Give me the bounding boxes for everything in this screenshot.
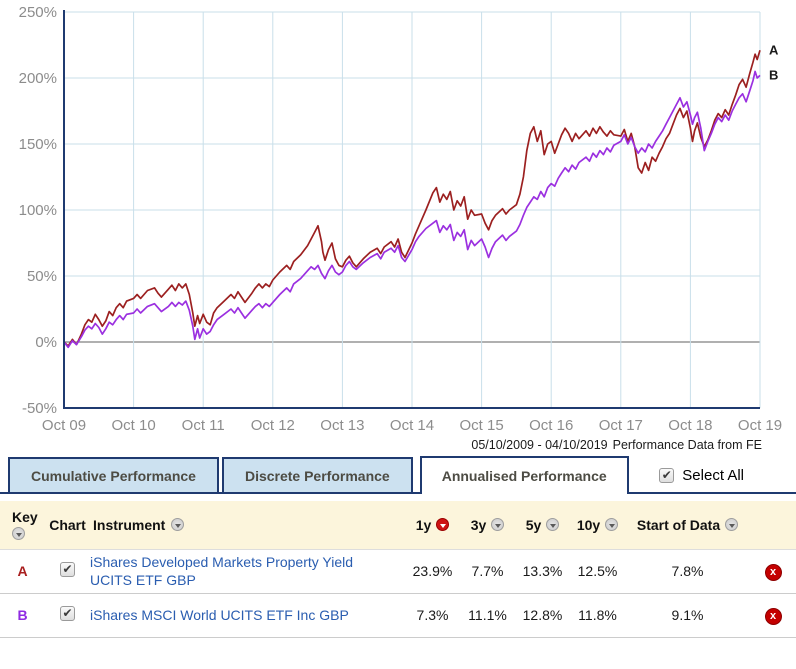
column-header-3y: 3y — [460, 501, 515, 549]
y-axis-label: 100% — [19, 202, 57, 219]
x-axis-label: Oct 14 — [390, 417, 434, 434]
3y-header-label: 3y — [470, 516, 487, 533]
instrument-header-label: Instrument — [93, 516, 166, 533]
y-axis-label: 50% — [27, 268, 57, 285]
column-header-delete — [750, 501, 796, 549]
cell-start-of-data: 7.8% — [625, 549, 750, 594]
series-b-line[interactable] — [63, 70, 761, 349]
tab-cumulative-performance[interactable]: Cumulative Performance — [8, 457, 219, 492]
delete-icon[interactable]: x — [764, 563, 782, 581]
cell-1y: 23.9% — [405, 549, 460, 594]
tab-discrete-performance[interactable]: Discrete Performance — [221, 457, 413, 492]
series-a-end-label: A — [769, 42, 779, 57]
series-a-line[interactable] — [63, 50, 761, 347]
column-header-start-of-data: Start of Data — [625, 501, 750, 549]
key-badge: A — [17, 563, 28, 579]
x-axis-label: Oct 10 — [112, 417, 156, 434]
caption-date-range: 05/10/2009 - 04/10/2019 — [471, 438, 607, 452]
column-header-instrument: Instrument — [90, 501, 405, 549]
sort-icon-instrument[interactable] — [171, 518, 185, 532]
y-axis-label: -50% — [22, 400, 57, 417]
select-all-checkbox[interactable] — [659, 468, 675, 483]
sort-icon-key[interactable] — [12, 527, 25, 541]
y-axis-label: 0% — [35, 334, 57, 351]
cell-1y: 7.3% — [405, 593, 460, 638]
column-header-key: Key — [0, 501, 45, 549]
cell-3y: 7.7% — [460, 549, 515, 594]
column-header-5y: 5y — [515, 501, 570, 549]
cell-5y: 13.3% — [515, 549, 570, 594]
x-axis-label: Oct 11 — [182, 417, 225, 434]
cell-3y: 11.1% — [460, 593, 515, 638]
start-of-data-header-label: Start of Data — [636, 516, 721, 533]
performance-chart-area: 250% 200% 150% 100% 50% 0% -50% Oct 09 Oct 10 Oct… — [19, 4, 782, 452]
key-badge: B — [17, 607, 28, 623]
select-all-control: Select All — [659, 467, 744, 484]
sort-icon-5y[interactable] — [546, 518, 560, 532]
table-row: A iShares Developed Markets Property Yie… — [0, 549, 796, 594]
sort-icon-3y[interactable] — [491, 518, 505, 532]
y-axis-label: 250% — [19, 4, 57, 21]
instrument-link[interactable]: iShares Developed Markets Property Yield… — [90, 554, 354, 588]
sort-icon-start-of-data[interactable] — [725, 518, 739, 532]
x-axis-label: Oct 09 — [42, 417, 86, 434]
1y-header-label: 1y — [415, 516, 432, 533]
cell-10y: 12.5% — [570, 549, 625, 594]
delete-icon[interactable]: x — [764, 607, 782, 625]
performance-table: Key Chart Instrument 1y — [0, 501, 796, 638]
x-axis-label: Oct 18 — [668, 417, 712, 434]
column-header-chart: Chart — [45, 501, 90, 549]
sort-icon-10y[interactable] — [605, 518, 619, 532]
x-axis-label: Oct 12 — [251, 417, 295, 434]
x-axis-label: Oct 16 — [529, 417, 573, 434]
performance-tabs-bar: Cumulative Performance Discrete Performa… — [0, 455, 796, 494]
cell-start-of-data: 9.1% — [625, 593, 750, 638]
table-header-row: Key Chart Instrument 1y — [0, 501, 796, 549]
column-header-10y: 10y — [570, 501, 625, 549]
caption-source: Performance Data from FE — [613, 438, 762, 452]
performance-chart: 250% 200% 150% 100% 50% 0% -50%Oct 09 Oct 10 Oct… — [19, 4, 782, 452]
series-b-end-label: B — [769, 67, 778, 82]
x-axis-label: Oct 13 — [320, 417, 364, 434]
x-axis-label: Oct 17 — [599, 417, 643, 434]
cell-5y: 12.8% — [515, 593, 570, 638]
chart-caption: 05/10/2009 - 04/10/2019 Performance Data … — [471, 438, 762, 452]
5y-header-label: 5y — [525, 516, 542, 533]
chart-checkbox[interactable] — [60, 606, 75, 621]
cell-10y: 11.8% — [570, 593, 625, 638]
instrument-link[interactable]: iShares MSCI World UCITS ETF Inc GBP — [90, 607, 349, 623]
select-all-label: Select All — [682, 467, 744, 484]
y-axis-label: 150% — [19, 136, 57, 153]
sort-icon-1y[interactable] — [436, 518, 450, 532]
y-axis-label: 200% — [19, 70, 57, 87]
x-axis-label: Oct 19 — [738, 417, 782, 434]
x-axis-label: Oct 15 — [460, 417, 504, 434]
chart-checkbox[interactable] — [60, 562, 75, 577]
chart-header-label: Chart — [49, 516, 86, 533]
column-header-1y: 1y — [405, 501, 460, 549]
10y-header-label: 10y — [576, 516, 601, 533]
tab-annualised-performance[interactable]: Annualised Performance — [419, 456, 629, 494]
key-header-label: Key — [12, 509, 38, 526]
table-row: B iShares MSCI World UCITS ETF Inc GBP 7… — [0, 593, 796, 638]
